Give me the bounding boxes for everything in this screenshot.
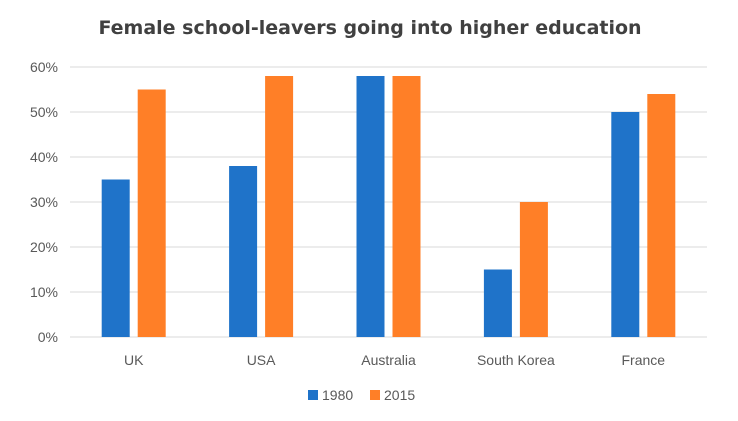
y-tick-label: 40% <box>30 149 58 165</box>
x-tick-label: UK <box>124 352 144 368</box>
x-tick-label: South Korea <box>477 352 555 368</box>
gridlines <box>70 66 707 338</box>
bar-1980-france <box>611 112 640 337</box>
y-axis-tick-labels: 0% 10% 20% 30% 40% 50% 60% <box>30 59 58 345</box>
legend: 1980 2015 <box>308 387 415 403</box>
legend-swatch-1980 <box>308 390 318 400</box>
bar-1980-south-korea <box>483 269 512 337</box>
bar-1980-australia <box>356 76 385 337</box>
y-tick-label: 10% <box>30 284 58 300</box>
bar-2015-australia <box>392 76 421 337</box>
x-tick-label: France <box>622 352 666 368</box>
x-tick-label: USA <box>247 352 276 368</box>
x-axis-tick-labels: UK USA Australia South Korea France <box>124 352 665 368</box>
bar-2015-usa <box>265 76 294 337</box>
y-tick-label: 60% <box>30 59 58 75</box>
y-tick-label: 20% <box>30 239 58 255</box>
y-tick-label: 0% <box>38 329 58 345</box>
bars <box>101 76 676 337</box>
bar-2015-south-korea <box>519 202 548 337</box>
bar-2015-uk <box>137 89 166 337</box>
legend-label-2015: 2015 <box>384 387 415 403</box>
bar-1980-usa <box>229 166 258 337</box>
legend-swatch-2015 <box>370 390 380 400</box>
bar-1980-uk <box>101 179 130 337</box>
legend-label-1980: 1980 <box>322 387 353 403</box>
chart-title: Female school-leavers going into higher … <box>98 17 641 39</box>
y-tick-label: 50% <box>30 104 58 120</box>
y-tick-label: 30% <box>30 194 58 210</box>
bar-2015-france <box>647 94 676 337</box>
x-tick-label: Australia <box>361 352 416 368</box>
